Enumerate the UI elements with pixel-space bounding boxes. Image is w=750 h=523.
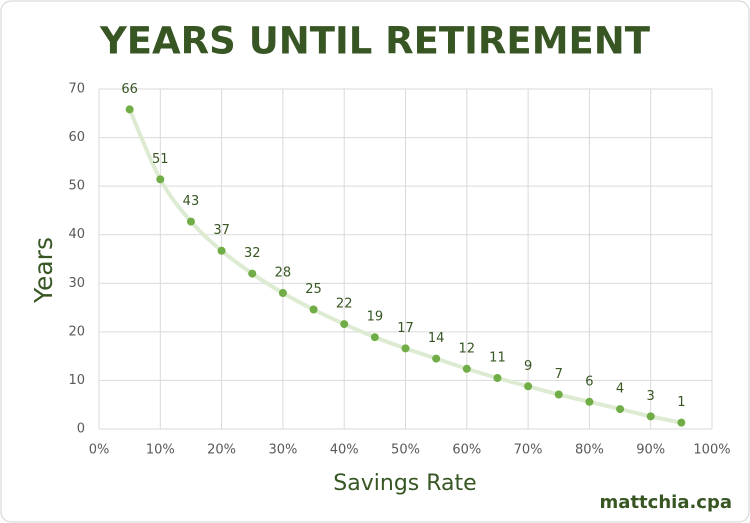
data-point xyxy=(309,305,318,314)
data-point xyxy=(186,217,195,226)
data-label: 32 xyxy=(244,246,261,261)
data-label: 12 xyxy=(459,341,476,356)
data-label: 19 xyxy=(367,310,384,325)
x-tick-label: 90% xyxy=(636,443,665,458)
x-tick-label: 70% xyxy=(514,443,543,458)
x-tick-label: 40% xyxy=(330,443,359,458)
data-point xyxy=(646,412,655,421)
x-axis-title: Savings Rate xyxy=(333,471,476,496)
data-point xyxy=(156,175,165,184)
data-point xyxy=(248,269,257,278)
data-point xyxy=(401,344,410,353)
y-tick-label: 0 xyxy=(77,422,85,437)
data-point xyxy=(462,364,471,373)
x-tick-label: 80% xyxy=(575,443,604,458)
data-label: 66 xyxy=(121,82,138,97)
data-label: 22 xyxy=(336,297,353,312)
data-point xyxy=(524,382,533,391)
data-label: 17 xyxy=(397,321,414,336)
y-tick-label: 20 xyxy=(68,324,85,339)
data-label: 37 xyxy=(213,223,230,238)
data-point xyxy=(217,246,226,255)
data-point xyxy=(370,333,379,342)
chart-title: YEARS UNTIL RETIREMENT xyxy=(99,20,651,63)
x-tick-label: 0% xyxy=(89,443,110,458)
data-label: 6 xyxy=(585,374,593,389)
x-tick-label: 30% xyxy=(268,443,297,458)
x-tick-label: 50% xyxy=(391,443,420,458)
y-tick-label: 70 xyxy=(68,82,85,97)
y-axis-title: Years xyxy=(29,237,58,304)
data-point xyxy=(278,289,287,297)
data-point xyxy=(125,105,134,114)
data-label: 9 xyxy=(524,359,532,374)
data-point xyxy=(585,397,594,406)
y-tick-label: 60 xyxy=(68,130,85,145)
data-point xyxy=(616,405,625,414)
data-point xyxy=(554,390,563,399)
data-label: 43 xyxy=(183,194,200,209)
x-tick-label: 20% xyxy=(207,443,236,458)
data-point xyxy=(340,320,349,329)
data-label: 51 xyxy=(152,152,169,167)
data-point xyxy=(432,354,441,363)
data-label: 3 xyxy=(647,389,655,404)
data-label: 14 xyxy=(428,331,445,346)
data-point xyxy=(677,418,686,427)
y-tick-label: 40 xyxy=(68,227,85,242)
data-label: 11 xyxy=(489,351,506,366)
y-tick-label: 30 xyxy=(68,276,85,291)
data-label: 28 xyxy=(275,266,292,281)
data-label: 4 xyxy=(616,382,624,397)
data-point xyxy=(493,374,502,382)
credit: mattchia.cpa xyxy=(600,492,732,513)
data-label: 1 xyxy=(677,395,685,410)
data-label: 25 xyxy=(305,282,322,297)
x-tick-label: 10% xyxy=(146,443,175,458)
data-label: 7 xyxy=(555,367,563,382)
y-tick-label: 50 xyxy=(68,179,85,194)
y-tick-label: 10 xyxy=(68,373,85,388)
x-tick-label: 100% xyxy=(693,443,730,458)
x-tick-label: 60% xyxy=(452,443,481,458)
